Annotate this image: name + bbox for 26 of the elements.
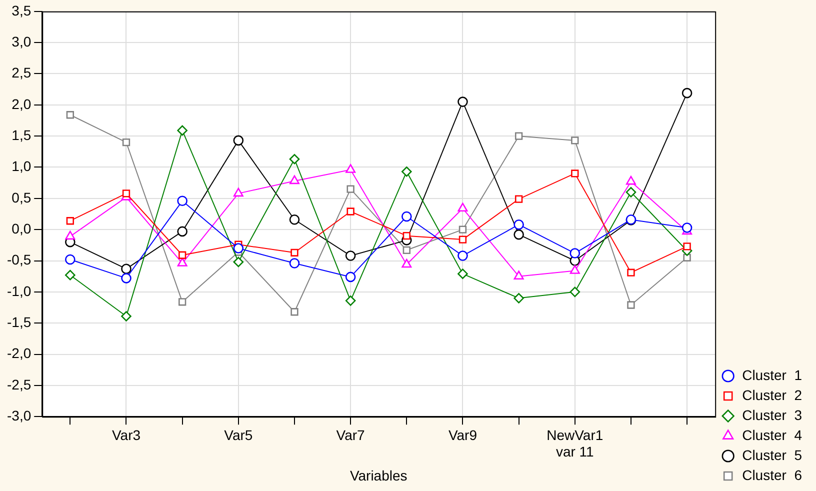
y-tick-label: 1,0 [12,158,32,174]
x-tick-label: Var9 [448,426,478,443]
legend-label: Cluster 6 [742,466,802,483]
y-tick-label: 1,5 [12,126,32,143]
y-tick-label: 2,5 [12,64,32,81]
y-tick-label: -2,0 [7,345,32,362]
y-tick-label: -3,0 [7,407,32,424]
y-tick-label: 0,5 [12,189,32,206]
legend-label: Cluster 4 [742,426,802,443]
y-tick-label: -1,0 [7,282,32,299]
y-tick-label: -0,5 [7,252,32,268]
legend-label: Cluster 2 [742,386,802,403]
x-tick-label: NewVar1 var 11 [546,426,604,460]
y-tick-label: 3,0 [12,33,32,50]
y-tick-label: 0,0 [12,220,32,236]
x-tick-label: Var3 [112,426,141,443]
y-tick-label: -1,5 [7,314,32,330]
legend-label: Cluster 1 [742,366,802,383]
y-tick-label: 3,5 [12,2,32,18]
y-tick-label: -2,5 [7,376,32,392]
x-tick-label: Var7 [336,426,366,443]
x-axis-title: Variables [350,467,408,484]
y-tick-label: 2,0 [12,96,32,112]
x-tick-label: Var5 [224,426,253,443]
legend-label: Cluster 3 [742,406,802,423]
legend-label: Cluster 5 [742,446,802,463]
